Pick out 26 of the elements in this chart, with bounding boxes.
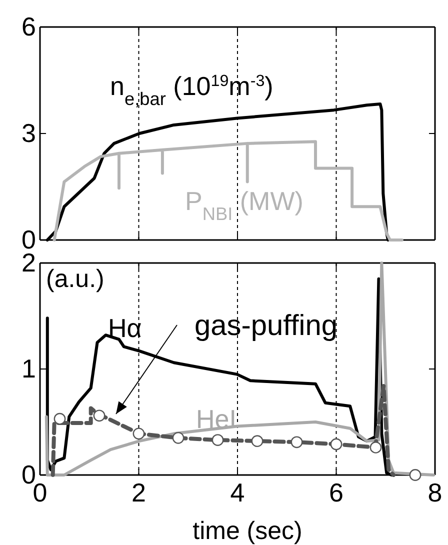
x-tick-label: 4: [230, 477, 245, 508]
x-tick-label: 2: [132, 477, 146, 508]
point: [370, 442, 382, 454]
x-tick-label: 8: [428, 477, 442, 508]
point: [93, 410, 106, 422]
annotation: (a.u.): [46, 265, 104, 293]
y-tick-label: 6: [22, 11, 36, 42]
series-label: n$_{e,bar}$ (10$^{19}$m$^{-3}$): [110, 71, 274, 109]
series-label: Hα: [108, 313, 142, 343]
point: [132, 428, 145, 440]
x-axis-title: time (sec): [192, 517, 302, 545]
y-tick-label: 3: [22, 118, 36, 148]
y-tick-label: 0: [22, 224, 36, 254]
point: [330, 438, 342, 450]
point: [54, 412, 66, 425]
point: [212, 434, 224, 446]
series-label: P$_{NBI}$ (MW): [185, 186, 304, 224]
point: [290, 436, 303, 448]
point: [172, 432, 184, 444]
point: [251, 435, 264, 448]
point: [409, 469, 422, 481]
line-series: [52, 140, 404, 242]
annotation: gas-puffing: [194, 310, 338, 342]
line-series: [50, 384, 396, 477]
x-tick-label: 6: [329, 477, 344, 508]
y-tick-label: 1: [22, 353, 36, 384]
